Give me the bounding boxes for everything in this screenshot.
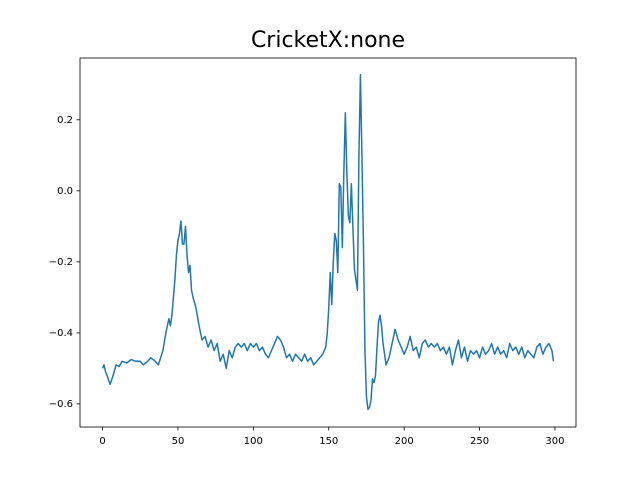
chart-title: CricketX:none <box>251 28 405 53</box>
y-tick-label: −0.6 <box>49 399 73 410</box>
y-tick-label: 0.2 <box>57 115 73 126</box>
y-tick-label: −0.2 <box>49 257 73 268</box>
data-line <box>101 73 555 410</box>
x-tick-label: 0 <box>99 436 105 447</box>
x-tick-label: 200 <box>395 436 414 447</box>
x-tick-label: 150 <box>319 436 338 447</box>
y-tick-label: −0.4 <box>49 328 73 339</box>
x-tick-label: 100 <box>244 436 263 447</box>
y-tick-label: 0.0 <box>57 186 73 197</box>
plot-frame <box>79 57 577 428</box>
x-tick-label: 250 <box>470 436 489 447</box>
x-tick-label: 300 <box>545 436 564 447</box>
x-tick-label: 50 <box>172 436 185 447</box>
